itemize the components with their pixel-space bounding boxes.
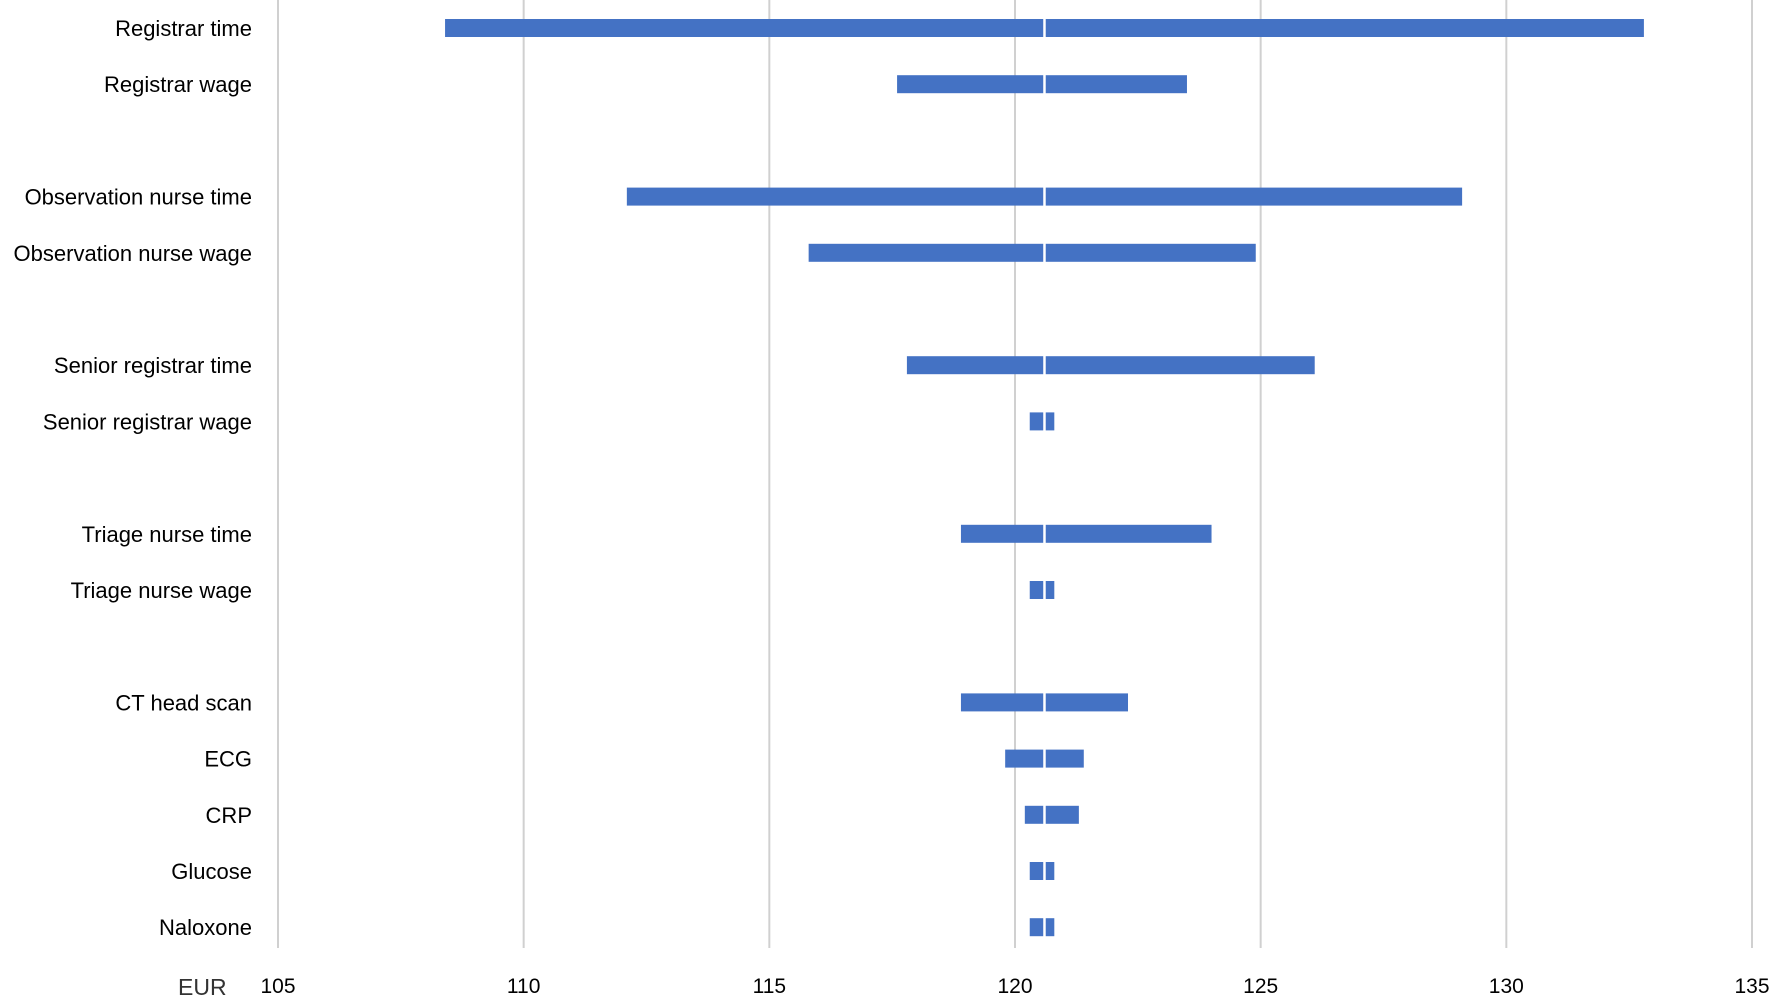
- category-labels: Registrar time Registrar wage Observation …: [14, 16, 252, 940]
- bar-senior-registrar-wage: [1029, 412, 1055, 431]
- bar-observation-nurse-wage: [808, 243, 1256, 262]
- x-tick-label-125: 125: [1243, 975, 1278, 998]
- x-tick-label-120: 120: [997, 975, 1032, 998]
- bar-senior-registrar-time: [906, 356, 1315, 375]
- category-label-ecg: ECG: [204, 747, 252, 772]
- category-label-triage-nurse-wage: Triage nurse wage: [71, 578, 252, 603]
- x-tick-label-115: 115: [753, 975, 786, 998]
- x-tick-label-130: 130: [1489, 975, 1524, 998]
- bar-triage-nurse-wage: [1029, 581, 1055, 599]
- x-axis-label: EUR: [178, 974, 227, 1000]
- category-label-registrar-time: Registrar time: [115, 16, 252, 41]
- x-tick-labels: 105 110 115 120 125 130 135: [260, 975, 1769, 998]
- bar-crp: [1024, 805, 1079, 824]
- bar-triage-nurse-time: [960, 524, 1212, 543]
- x-tick-label-110: 110: [507, 975, 540, 998]
- category-label-observation-nurse-time: Observation nurse time: [25, 185, 252, 210]
- bar-registrar-wage: [897, 75, 1187, 94]
- category-label-senior-registrar-wage: Senior registrar wage: [43, 409, 252, 434]
- x-tick-label-105: 105: [260, 975, 295, 998]
- x-tick-label-135: 135: [1734, 975, 1769, 998]
- category-label-triage-nurse-time: Triage nurse time: [82, 522, 252, 547]
- category-label-crp: CRP: [206, 803, 252, 828]
- category-label-observation-nurse-wage: Observation nurse wage: [14, 241, 252, 266]
- category-label-ct-head-scan: CT head scan: [115, 690, 252, 715]
- category-label-glucose: Glucose: [171, 859, 252, 884]
- bar-glucose: [1029, 862, 1055, 880]
- bar-naloxone: [1029, 918, 1055, 937]
- category-label-senior-registrar-time: Senior registrar time: [54, 353, 252, 378]
- category-label-registrar-wage: Registrar wage: [104, 72, 252, 97]
- bars: [445, 19, 1644, 937]
- category-label-naloxone: Naloxone: [159, 915, 252, 940]
- gridlines: [277, 0, 1753, 948]
